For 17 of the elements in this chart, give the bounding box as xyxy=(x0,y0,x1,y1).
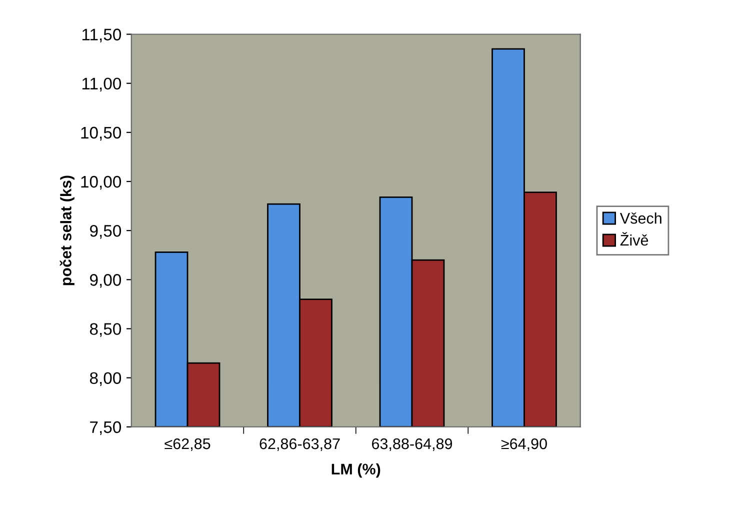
legend-label: Živě xyxy=(620,232,648,246)
y-tick-label: 9,50 xyxy=(90,224,122,239)
y-tick-label: 11,00 xyxy=(82,78,122,92)
x-axis-title: LM (%) xyxy=(332,463,380,478)
y-tick-label: 11,50 xyxy=(82,28,122,42)
y-tick-label: 10,00 xyxy=(81,176,122,190)
x-tick-label: 63,88-64,89 xyxy=(372,438,452,452)
x-tick-label: ≤62,85 xyxy=(164,438,210,452)
y-tick-label: 9,00 xyxy=(90,274,122,288)
y-axis-title: počet selat (ks) xyxy=(60,176,74,286)
x-tick-label: ≥64,90 xyxy=(501,438,547,452)
legend-label: Všech xyxy=(620,212,662,224)
y-tick-label: 7,50 xyxy=(90,421,122,436)
y-tick-label: 8,50 xyxy=(90,323,122,337)
x-tick-label: 62,86-63,87 xyxy=(260,438,340,452)
y-tick-label: 10,50 xyxy=(81,126,122,141)
y-tick-label: 8,00 xyxy=(90,372,122,386)
